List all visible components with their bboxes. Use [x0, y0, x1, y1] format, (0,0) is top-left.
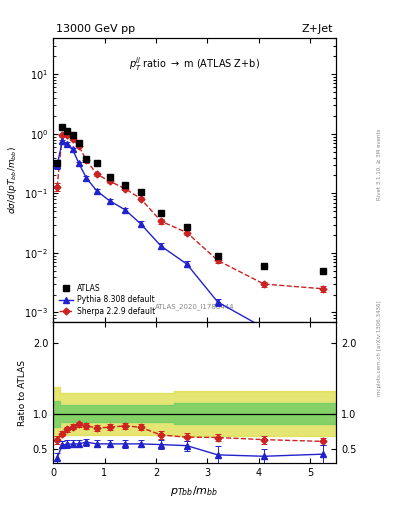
Text: $p_T^{jj}$ ratio $\rightarrow$ m (ATLAS Z+b): $p_T^{jj}$ ratio $\rightarrow$ m (ATLAS …: [129, 55, 260, 73]
Text: mcplots.cern.ch [arXiv:1306.3436]: mcplots.cern.ch [arXiv:1306.3436]: [377, 301, 382, 396]
Text: ATLAS_2020_I1788444: ATLAS_2020_I1788444: [155, 304, 234, 310]
Y-axis label: $d\sigma/d(pT_{bb}/m_{bb})$: $d\sigma/d(pT_{bb}/m_{bb})$: [6, 146, 18, 214]
Text: 13000 GeV pp: 13000 GeV pp: [56, 24, 135, 34]
X-axis label: $p_{Tbb}/m_{bb}$: $p_{Tbb}/m_{bb}$: [171, 484, 219, 498]
Legend: ATLAS, Pythia 8.308 default, Sherpa 2.2.9 default: ATLAS, Pythia 8.308 default, Sherpa 2.2.…: [57, 282, 157, 318]
Text: Z+Jet: Z+Jet: [302, 24, 333, 34]
Text: Rivet 3.1.10, ≥ 3M events: Rivet 3.1.10, ≥ 3M events: [377, 128, 382, 200]
Y-axis label: Ratio to ATLAS: Ratio to ATLAS: [18, 359, 27, 425]
